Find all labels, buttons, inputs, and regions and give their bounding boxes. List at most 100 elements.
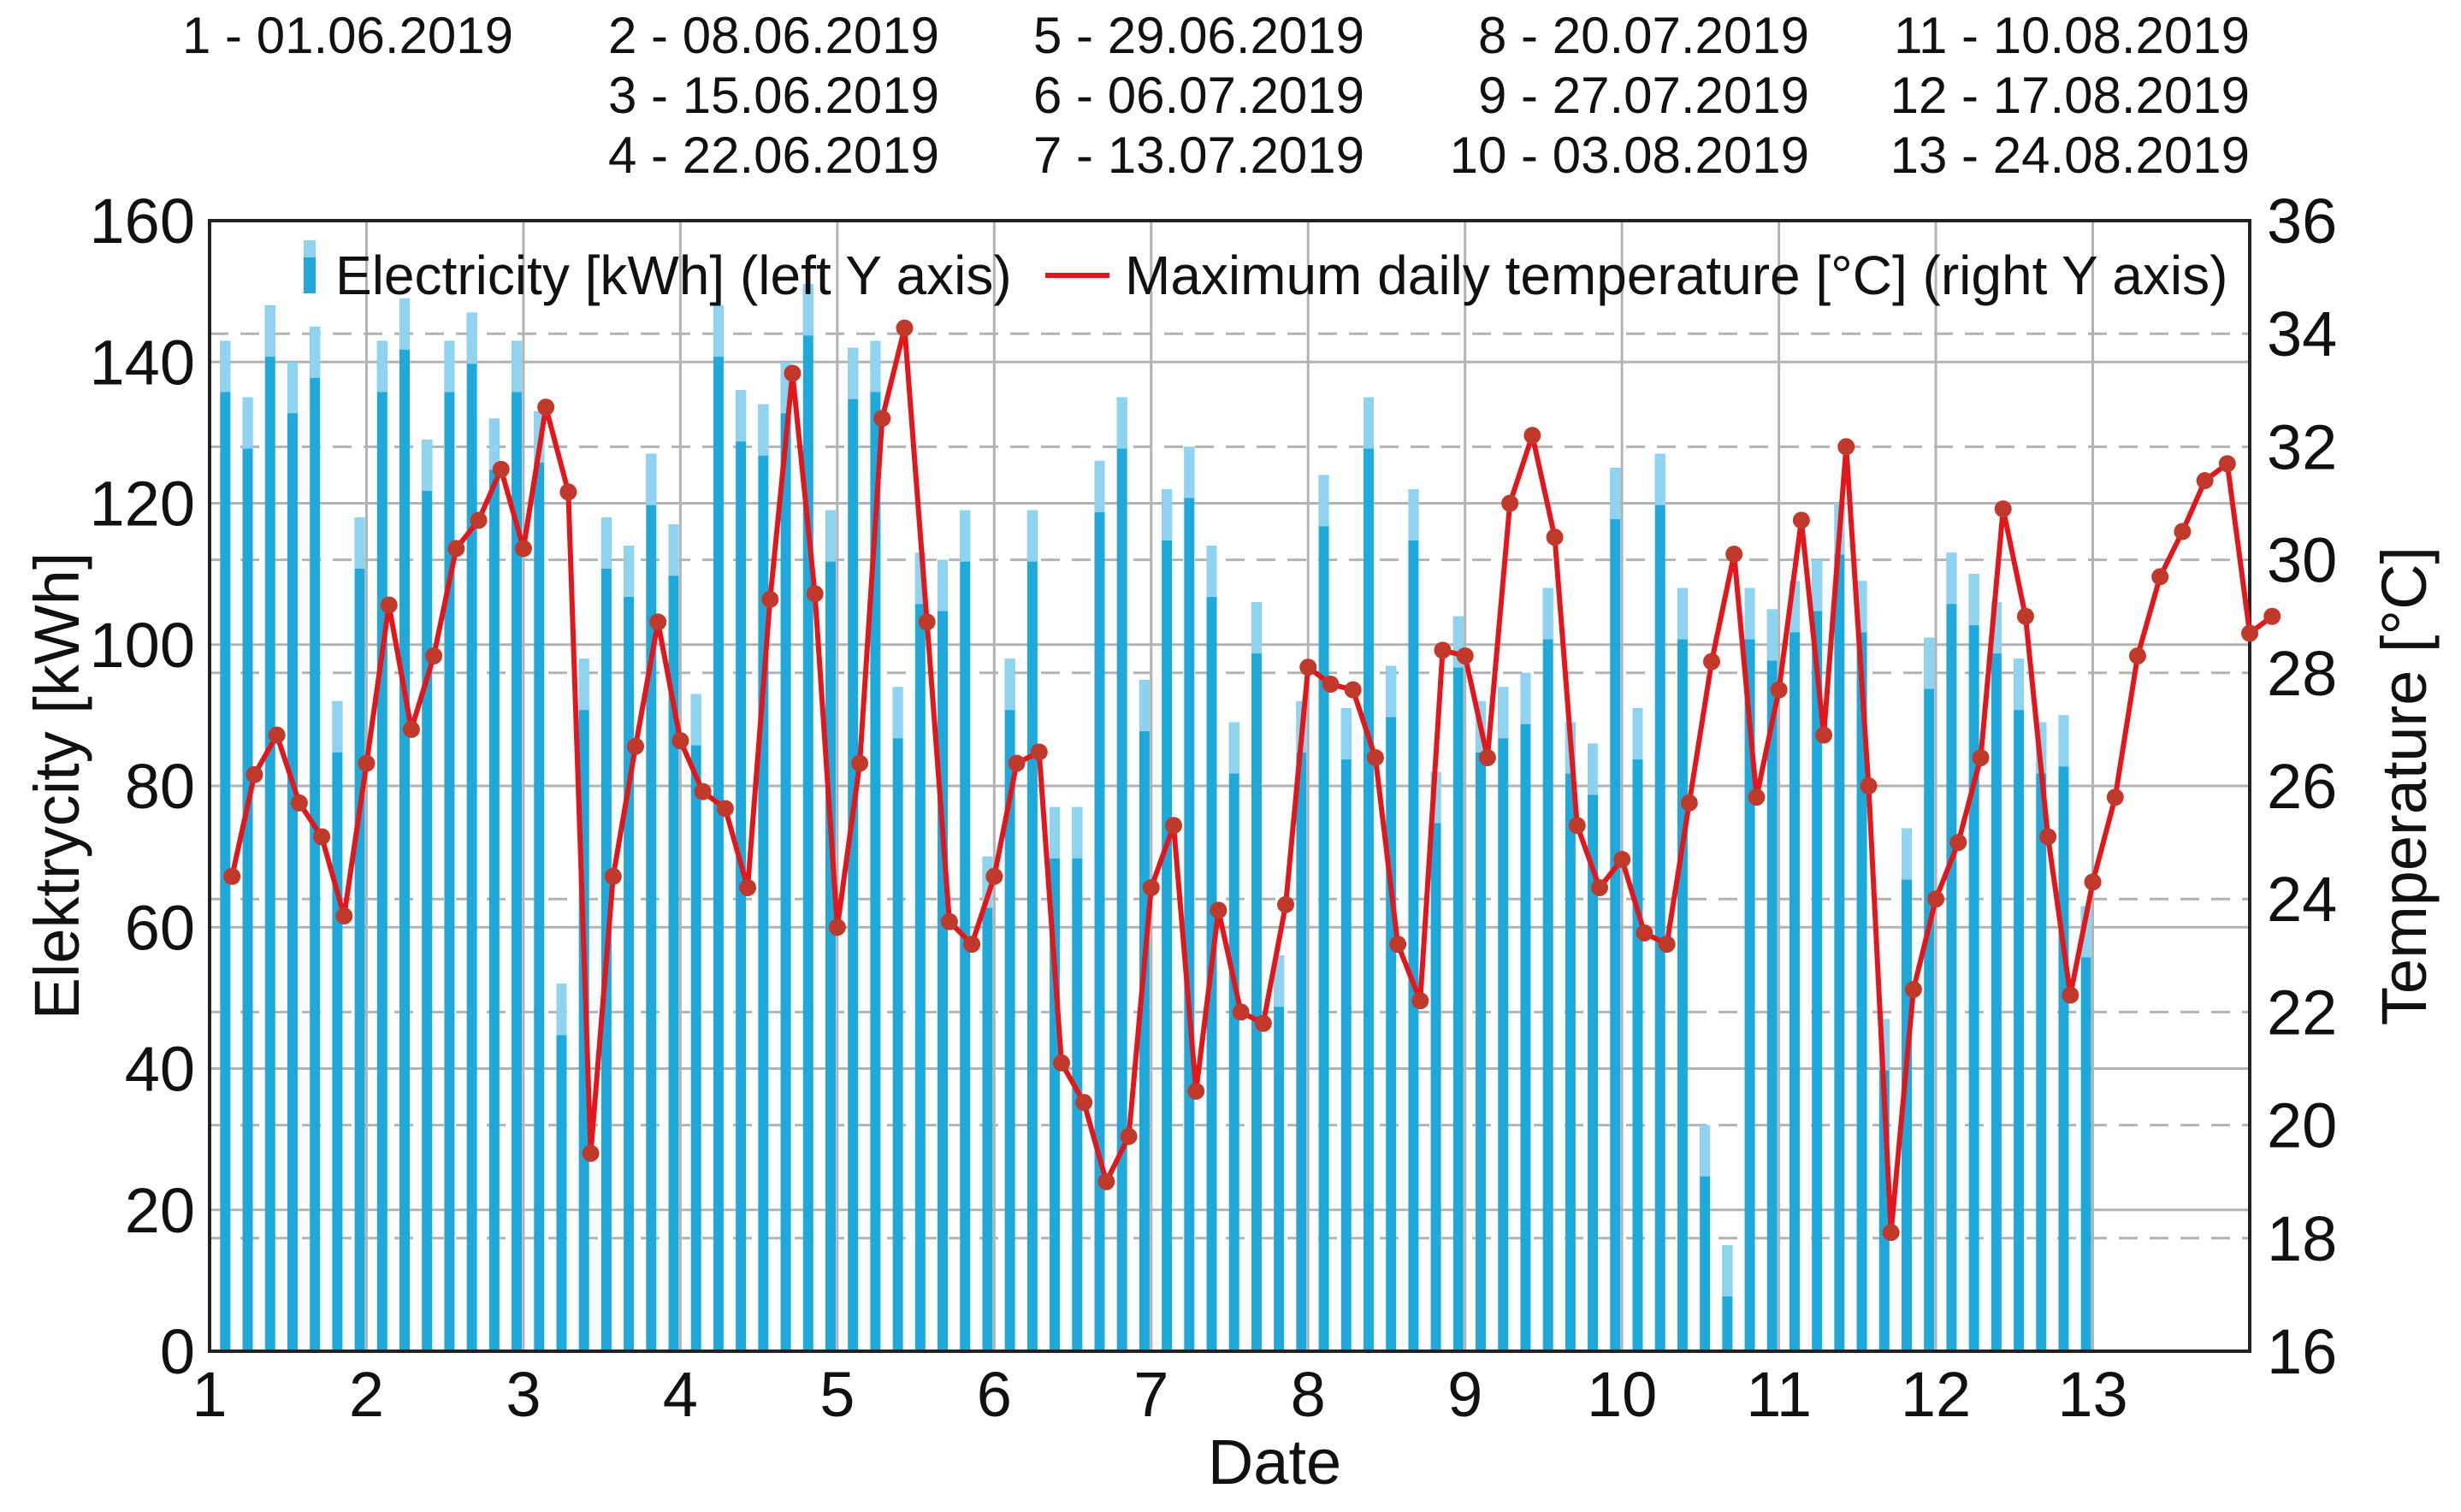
temperature-point [1366, 748, 1384, 766]
bar [1184, 446, 1195, 1351]
temperature-point [425, 647, 443, 664]
bar [1700, 1125, 1711, 1351]
bar-highlight [354, 517, 365, 570]
bar [444, 340, 455, 1351]
bar [646, 453, 657, 1351]
temperature-polyline [229, 325, 2275, 1236]
temperature-point [290, 794, 308, 812]
date-key-entry: 7 - 13.07.2019 [1033, 127, 1364, 184]
bar-highlight [736, 390, 747, 442]
temperature-point [223, 867, 241, 885]
temperature-point [739, 878, 757, 896]
bar-highlight [690, 694, 701, 746]
bar [242, 397, 253, 1351]
bar [1677, 588, 1688, 1351]
temperature-point [1478, 748, 1496, 766]
temperature-point [1322, 676, 1340, 694]
date-key-entry: 12 - 17.08.2019 [1890, 67, 2250, 124]
temperature-point [716, 800, 734, 818]
bar [982, 856, 993, 1351]
bar-highlight [488, 418, 500, 470]
bar [624, 546, 635, 1351]
bar-highlight [1700, 1125, 1711, 1177]
bar [1116, 397, 1127, 1351]
temperature-point [1434, 641, 1452, 659]
bar [1408, 488, 1419, 1351]
bar [1812, 559, 1823, 1351]
bar-highlight [242, 397, 253, 449]
x-tick-label: 2 [349, 1359, 384, 1430]
bar [1744, 588, 1755, 1351]
bar-highlight [802, 284, 813, 336]
left-y-tick-label: 140 [90, 327, 195, 398]
legend-bar-swatch-highlight [304, 240, 316, 257]
x-tick-label: 6 [977, 1359, 1012, 1430]
left-y-tick-label: 20 [125, 1175, 195, 1246]
bar-highlight [2058, 715, 2069, 767]
bar [1162, 488, 1173, 1351]
x-tick-label: 4 [663, 1359, 698, 1430]
temperature-point [985, 867, 1003, 885]
date-key-entry: 9 - 27.07.2019 [1478, 67, 1809, 124]
temperature-point [1860, 777, 1878, 794]
bar [690, 694, 701, 1351]
temperature-point [1568, 817, 1586, 835]
date-key-entry: 10 - 03.08.2019 [1450, 127, 1809, 184]
x-tick-label: 10 [1587, 1359, 1657, 1430]
bar [466, 312, 477, 1352]
legend: Electricity [kWh] (left Y axis) Maximum … [304, 240, 2227, 306]
bar [1565, 722, 1576, 1351]
bar-highlight [1542, 588, 1553, 640]
bar-highlight [399, 298, 411, 350]
left-y-tick-label: 0 [160, 1316, 195, 1387]
temperature-point [1052, 1054, 1070, 1072]
bar [1274, 955, 1285, 1351]
bar-highlight [578, 659, 589, 711]
temperature-point [918, 613, 936, 631]
temperature-point [1815, 726, 1833, 744]
right-y-tick-label: 18 [2267, 1203, 2337, 1274]
temperature-point [896, 319, 914, 337]
date-key-entry: 3 - 15.06.2019 [608, 67, 939, 124]
bar-highlight [1251, 602, 1262, 654]
temperature-point [2106, 788, 2124, 806]
temperature-point [940, 913, 958, 930]
right-y-tick-label: 30 [2267, 525, 2337, 596]
bar [1004, 659, 1015, 1351]
x-tick-label: 12 [1901, 1359, 1971, 1430]
bar-highlight [1139, 680, 1150, 732]
temperature-point [851, 754, 869, 772]
date-key-entry: 1 - 01.06.2019 [182, 7, 513, 64]
plot-frame [208, 219, 2251, 1353]
bar [1251, 602, 1262, 1351]
bar [1363, 397, 1374, 1351]
temperature-point [559, 483, 577, 501]
legend-bars-label: Electricity [kWh] (left Y axis) [335, 245, 1012, 306]
bar [1991, 602, 2002, 1351]
right-y-tick-label: 34 [2267, 298, 2337, 369]
bar-highlight [1924, 637, 1935, 689]
temperature-point [268, 726, 286, 744]
temperature-point [1703, 653, 1721, 670]
bar [287, 362, 298, 1351]
date-key-entry: 2 - 08.06.2019 [608, 7, 939, 64]
temperature-point [2128, 647, 2146, 664]
temperature-point [694, 783, 712, 800]
date-key-entry: 6 - 06.07.2019 [1033, 67, 1364, 124]
temperature-point [784, 364, 802, 382]
bar [2036, 722, 2047, 1351]
bar-highlight [713, 305, 724, 357]
bar-highlight [1026, 510, 1038, 562]
temperature-point [649, 613, 667, 631]
bar [960, 510, 971, 1351]
temperature-point [1344, 681, 1362, 699]
bar [1856, 581, 1867, 1351]
bar [1766, 609, 1778, 1351]
temperature-point [873, 410, 891, 428]
temperature-point [1075, 1094, 1093, 1112]
bar-highlight [1744, 588, 1755, 640]
temperature-point [358, 754, 376, 772]
bar [1632, 708, 1643, 1351]
